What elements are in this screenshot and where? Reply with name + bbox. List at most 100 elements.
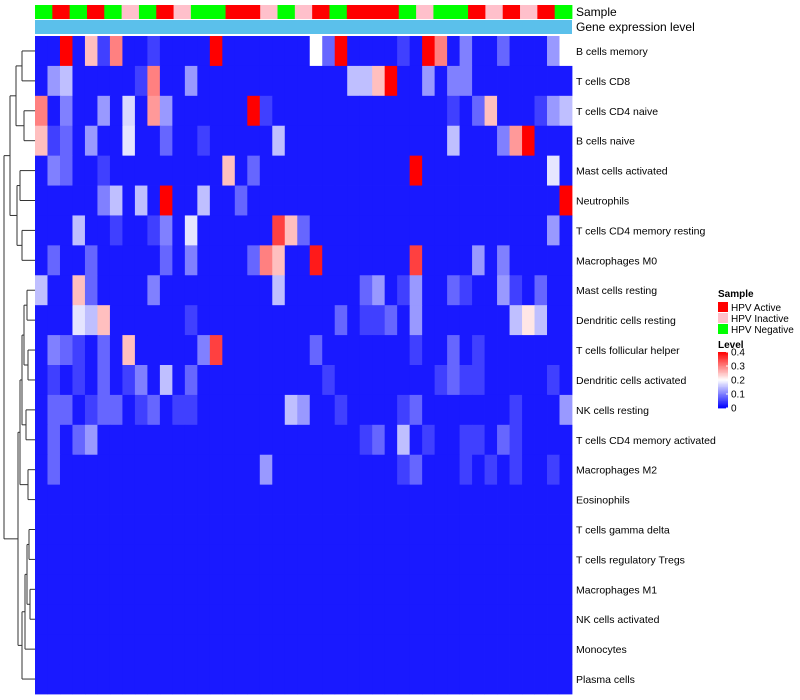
heatmap-cell	[209, 245, 223, 276]
heatmap-cell	[134, 305, 148, 336]
heatmap-cell	[459, 664, 473, 695]
sample-annotation-cell	[208, 5, 226, 19]
heatmap-cell	[359, 365, 373, 396]
heatmap-cell	[197, 514, 211, 545]
heatmap-cell	[84, 604, 98, 635]
heatmap-cell	[109, 36, 123, 67]
heatmap-cell	[497, 65, 510, 97]
heatmap-cell	[134, 95, 148, 127]
heatmap-cell	[84, 245, 98, 276]
heatmap-cell	[522, 155, 535, 186]
heatmap-cell	[359, 245, 373, 276]
heatmap-cell	[559, 574, 573, 605]
level-legend-gradient-step	[718, 384, 728, 386]
heatmap-cell	[134, 424, 148, 456]
heatmap-cell	[384, 36, 398, 67]
heatmap-cell	[209, 574, 223, 605]
sample-annotation-cell	[294, 5, 313, 19]
heatmap-cell	[259, 664, 273, 695]
sample-annotation-cell	[433, 5, 452, 19]
heatmap-cell	[159, 394, 173, 426]
heatmap-cell	[484, 65, 498, 97]
heatmap-cell	[547, 394, 560, 426]
heatmap-cell	[84, 484, 98, 515]
heatmap-cell	[497, 454, 510, 486]
heatmap-cell	[422, 514, 436, 545]
heatmap-cell	[147, 65, 161, 97]
heatmap-cell	[47, 424, 61, 456]
heatmap-cell	[459, 424, 473, 456]
heatmap-cell	[334, 245, 348, 276]
heatmap-cell	[47, 305, 61, 336]
sample-annotation-cell	[450, 5, 469, 19]
heatmap-cell	[72, 514, 86, 545]
heatmap-cell	[447, 36, 461, 67]
heatmap-cell	[284, 36, 298, 67]
heatmap-cell	[172, 484, 186, 515]
heatmap-cell	[172, 125, 186, 157]
heatmap-cell	[184, 335, 198, 366]
heatmap-cell	[209, 125, 223, 157]
heatmap-cell	[472, 484, 485, 515]
heatmap-cell	[422, 574, 436, 605]
heatmap-cell	[247, 275, 261, 306]
heatmap-cell	[434, 155, 448, 186]
row-label: T cells gamma delta	[576, 525, 670, 537]
heatmap-cell	[172, 454, 186, 486]
heatmap-cell	[197, 335, 211, 366]
level-legend-gradient-step	[718, 391, 728, 393]
heatmap-cell	[35, 305, 48, 336]
heatmap-cell	[509, 454, 523, 486]
heatmap-cell	[209, 365, 223, 396]
heatmap-cell	[272, 335, 286, 366]
heatmap-cell	[534, 634, 548, 665]
heatmap-cell	[347, 424, 361, 456]
heatmap-cell	[359, 275, 373, 306]
heatmap-cell	[159, 664, 173, 695]
heatmap-cell	[547, 245, 560, 276]
heatmap-cell	[384, 544, 398, 575]
level-legend-gradient-step	[718, 363, 728, 365]
heatmap-cell	[35, 155, 48, 186]
heatmap-cell	[222, 155, 236, 186]
level-legend-gradient-step	[718, 385, 728, 388]
heatmap-cell	[97, 484, 111, 515]
level-legend-gradient-step	[718, 352, 728, 354]
heatmap-cell	[384, 305, 398, 336]
heatmap-cell	[84, 95, 98, 127]
heatmap-cell	[272, 275, 286, 306]
heatmap-cell	[497, 394, 510, 426]
heatmap-cell	[459, 305, 473, 336]
heatmap-cell	[109, 574, 123, 605]
heatmap-cell	[359, 185, 373, 216]
heatmap-cell	[559, 424, 573, 456]
heatmap-cell	[234, 215, 248, 246]
heatmap-cell	[397, 125, 411, 157]
heatmap-cell	[184, 604, 198, 635]
heatmap-cell	[322, 365, 336, 396]
heatmap-cell	[47, 36, 61, 67]
heatmap-cell	[547, 275, 560, 306]
heatmap-cell	[397, 634, 411, 665]
heatmap-cell	[484, 424, 498, 456]
heatmap-cell	[372, 424, 386, 456]
heatmap-cell	[159, 544, 173, 575]
heatmap-cell	[109, 185, 123, 216]
level-legend-gradient-step	[718, 371, 728, 374]
heatmap-cell	[559, 185, 573, 216]
heatmap-cell	[297, 275, 311, 306]
heatmap-cell	[59, 215, 73, 246]
heatmap-cell	[434, 36, 448, 67]
heatmap-cell	[384, 664, 398, 695]
sample-annotation-cell	[329, 5, 348, 19]
heatmap-cell	[522, 544, 535, 575]
heatmap-cell	[284, 275, 298, 306]
heatmap-cell	[447, 155, 461, 186]
heatmap-cell	[559, 65, 573, 97]
heatmap-cell	[234, 454, 248, 486]
heatmap-cell	[47, 125, 61, 157]
heatmap-cell	[247, 125, 261, 157]
heatmap-cell	[534, 335, 548, 366]
heatmap-cell	[134, 335, 148, 366]
heatmap-cell	[84, 155, 98, 186]
